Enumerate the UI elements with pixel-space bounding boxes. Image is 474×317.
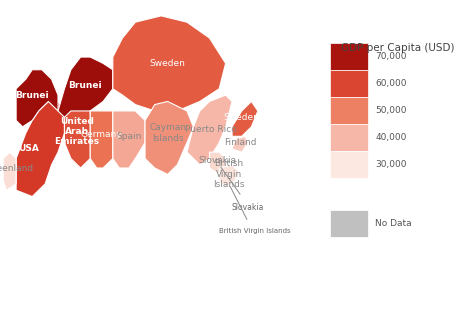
Text: Sweden: Sweden: [150, 59, 185, 68]
Polygon shape: [232, 101, 258, 136]
Polygon shape: [210, 152, 226, 174]
Polygon shape: [16, 70, 58, 127]
Bar: [330, 70, 368, 97]
Text: Sweden: Sweden: [224, 113, 260, 122]
Text: Puerto Rico: Puerto Rico: [185, 126, 237, 134]
Text: GDP per Capita (USD): GDP per Capita (USD): [341, 43, 455, 53]
Polygon shape: [58, 57, 113, 117]
Text: 60,000: 60,000: [375, 79, 407, 88]
Polygon shape: [113, 111, 145, 168]
Bar: [330, 151, 368, 178]
Text: Germany: Germany: [81, 130, 122, 139]
Polygon shape: [3, 152, 16, 190]
Text: Slovakia: Slovakia: [199, 156, 237, 165]
Text: USA: USA: [18, 145, 39, 153]
Polygon shape: [232, 136, 248, 152]
Polygon shape: [16, 101, 64, 197]
Text: No Data: No Data: [375, 219, 412, 228]
Text: Greenland: Greenland: [0, 164, 33, 172]
Text: 70,000: 70,000: [375, 52, 407, 61]
Text: 40,000: 40,000: [375, 133, 407, 142]
Polygon shape: [187, 95, 232, 165]
Text: British
Virgin
Islands: British Virgin Islands: [213, 159, 245, 189]
Text: United
Arab
Emirates: United Arab Emirates: [54, 117, 99, 146]
Bar: [330, 210, 368, 237]
Text: Cayman
Islands: Cayman Islands: [149, 123, 186, 143]
Polygon shape: [64, 111, 90, 168]
Polygon shape: [219, 165, 238, 187]
Text: Spain: Spain: [116, 132, 142, 141]
Text: Brunei: Brunei: [69, 81, 102, 90]
Text: Slovakia: Slovakia: [232, 203, 264, 212]
Bar: [330, 124, 368, 151]
Text: British Virgin Islands: British Virgin Islands: [219, 228, 291, 234]
Polygon shape: [90, 111, 113, 168]
Polygon shape: [113, 16, 226, 111]
Bar: [330, 43, 368, 70]
Text: 50,000: 50,000: [375, 106, 407, 115]
Polygon shape: [145, 101, 193, 174]
Text: Finland: Finland: [224, 138, 256, 147]
Bar: [330, 97, 368, 124]
Text: Brunei: Brunei: [16, 91, 49, 100]
Text: 30,000: 30,000: [375, 159, 407, 169]
